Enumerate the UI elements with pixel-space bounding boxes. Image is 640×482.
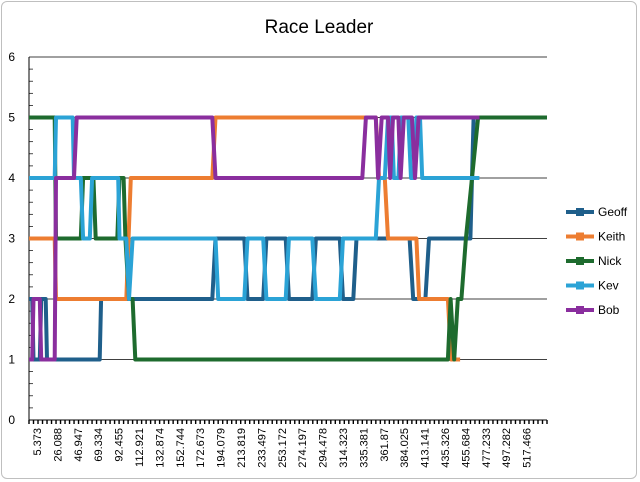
- x-tick-label: 497.282: [501, 428, 513, 468]
- x-axis-ticks: 5.373 26.088 46.947 69.334 92.455 112.921 132.…: [32, 428, 534, 468]
- x-tick-label: 152.744: [175, 428, 187, 468]
- legend-swatch-marker: [576, 257, 584, 265]
- x-tick-label: 194.079: [216, 428, 228, 468]
- y-tick-label: 4: [8, 171, 15, 185]
- x-tick-label: 274.197: [297, 428, 309, 468]
- x-tick-label: 26.088: [52, 428, 64, 462]
- x-tick-label: 413.141: [420, 428, 432, 468]
- x-tick-label: 384.025: [399, 428, 411, 468]
- x-tick-label: 294.478: [318, 428, 330, 468]
- x-tick-label: 335.381: [358, 428, 370, 468]
- y-tick-label: 6: [8, 50, 15, 64]
- y-tick-label: 2: [8, 292, 15, 306]
- x-tick-label: 314.323: [338, 428, 350, 468]
- x-tick-label: 112.921: [134, 428, 146, 467]
- legend-label: Geoff: [598, 205, 628, 219]
- x-tick-label: 132.874: [154, 428, 166, 468]
- y-tick-label: 0: [8, 413, 15, 427]
- x-tick-label: 69.334: [93, 428, 105, 462]
- y-tick-label: 1: [8, 353, 15, 367]
- x-tick-label: 233.497: [256, 428, 268, 468]
- x-tick-label: 213.819: [236, 428, 248, 468]
- legend-swatch-marker: [576, 208, 584, 216]
- x-tick-label: 253.172: [277, 428, 289, 468]
- series-group: [29, 115, 547, 362]
- x-tick-label: 477.233: [481, 428, 493, 468]
- x-tick-label: 46.947: [73, 428, 85, 462]
- x-tick-label: 455.684: [460, 428, 472, 468]
- y-tick-label: 5: [8, 111, 15, 125]
- x-tick-label: 5.373: [32, 428, 44, 456]
- x-tick-label: 435.326: [440, 428, 452, 468]
- legend-swatch-marker: [576, 306, 584, 314]
- series-line-bob: [29, 115, 480, 362]
- x-tick-label: 92.455: [114, 428, 126, 462]
- chart-title: Race Leader: [265, 17, 374, 38]
- y-tick-label: 3: [8, 232, 15, 246]
- legend-label: Keith: [598, 230, 625, 244]
- x-tick-label: 517.466: [522, 428, 534, 468]
- x-tick-label: 361.87: [379, 428, 391, 462]
- legend-swatch-marker: [576, 232, 584, 241]
- series-line-geoff: [29, 115, 547, 362]
- y-axis-ticks: 0 1 2 3 4 5 6: [8, 50, 15, 427]
- legend-label: Bob: [598, 303, 620, 317]
- legend-label: Nick: [598, 254, 622, 268]
- x-tick-label: 172.673: [195, 428, 207, 468]
- legend: Geoff Keith Nick Kev Bob: [566, 205, 628, 317]
- legend-swatch-marker: [576, 281, 584, 290]
- legend-label: Kev: [598, 279, 619, 293]
